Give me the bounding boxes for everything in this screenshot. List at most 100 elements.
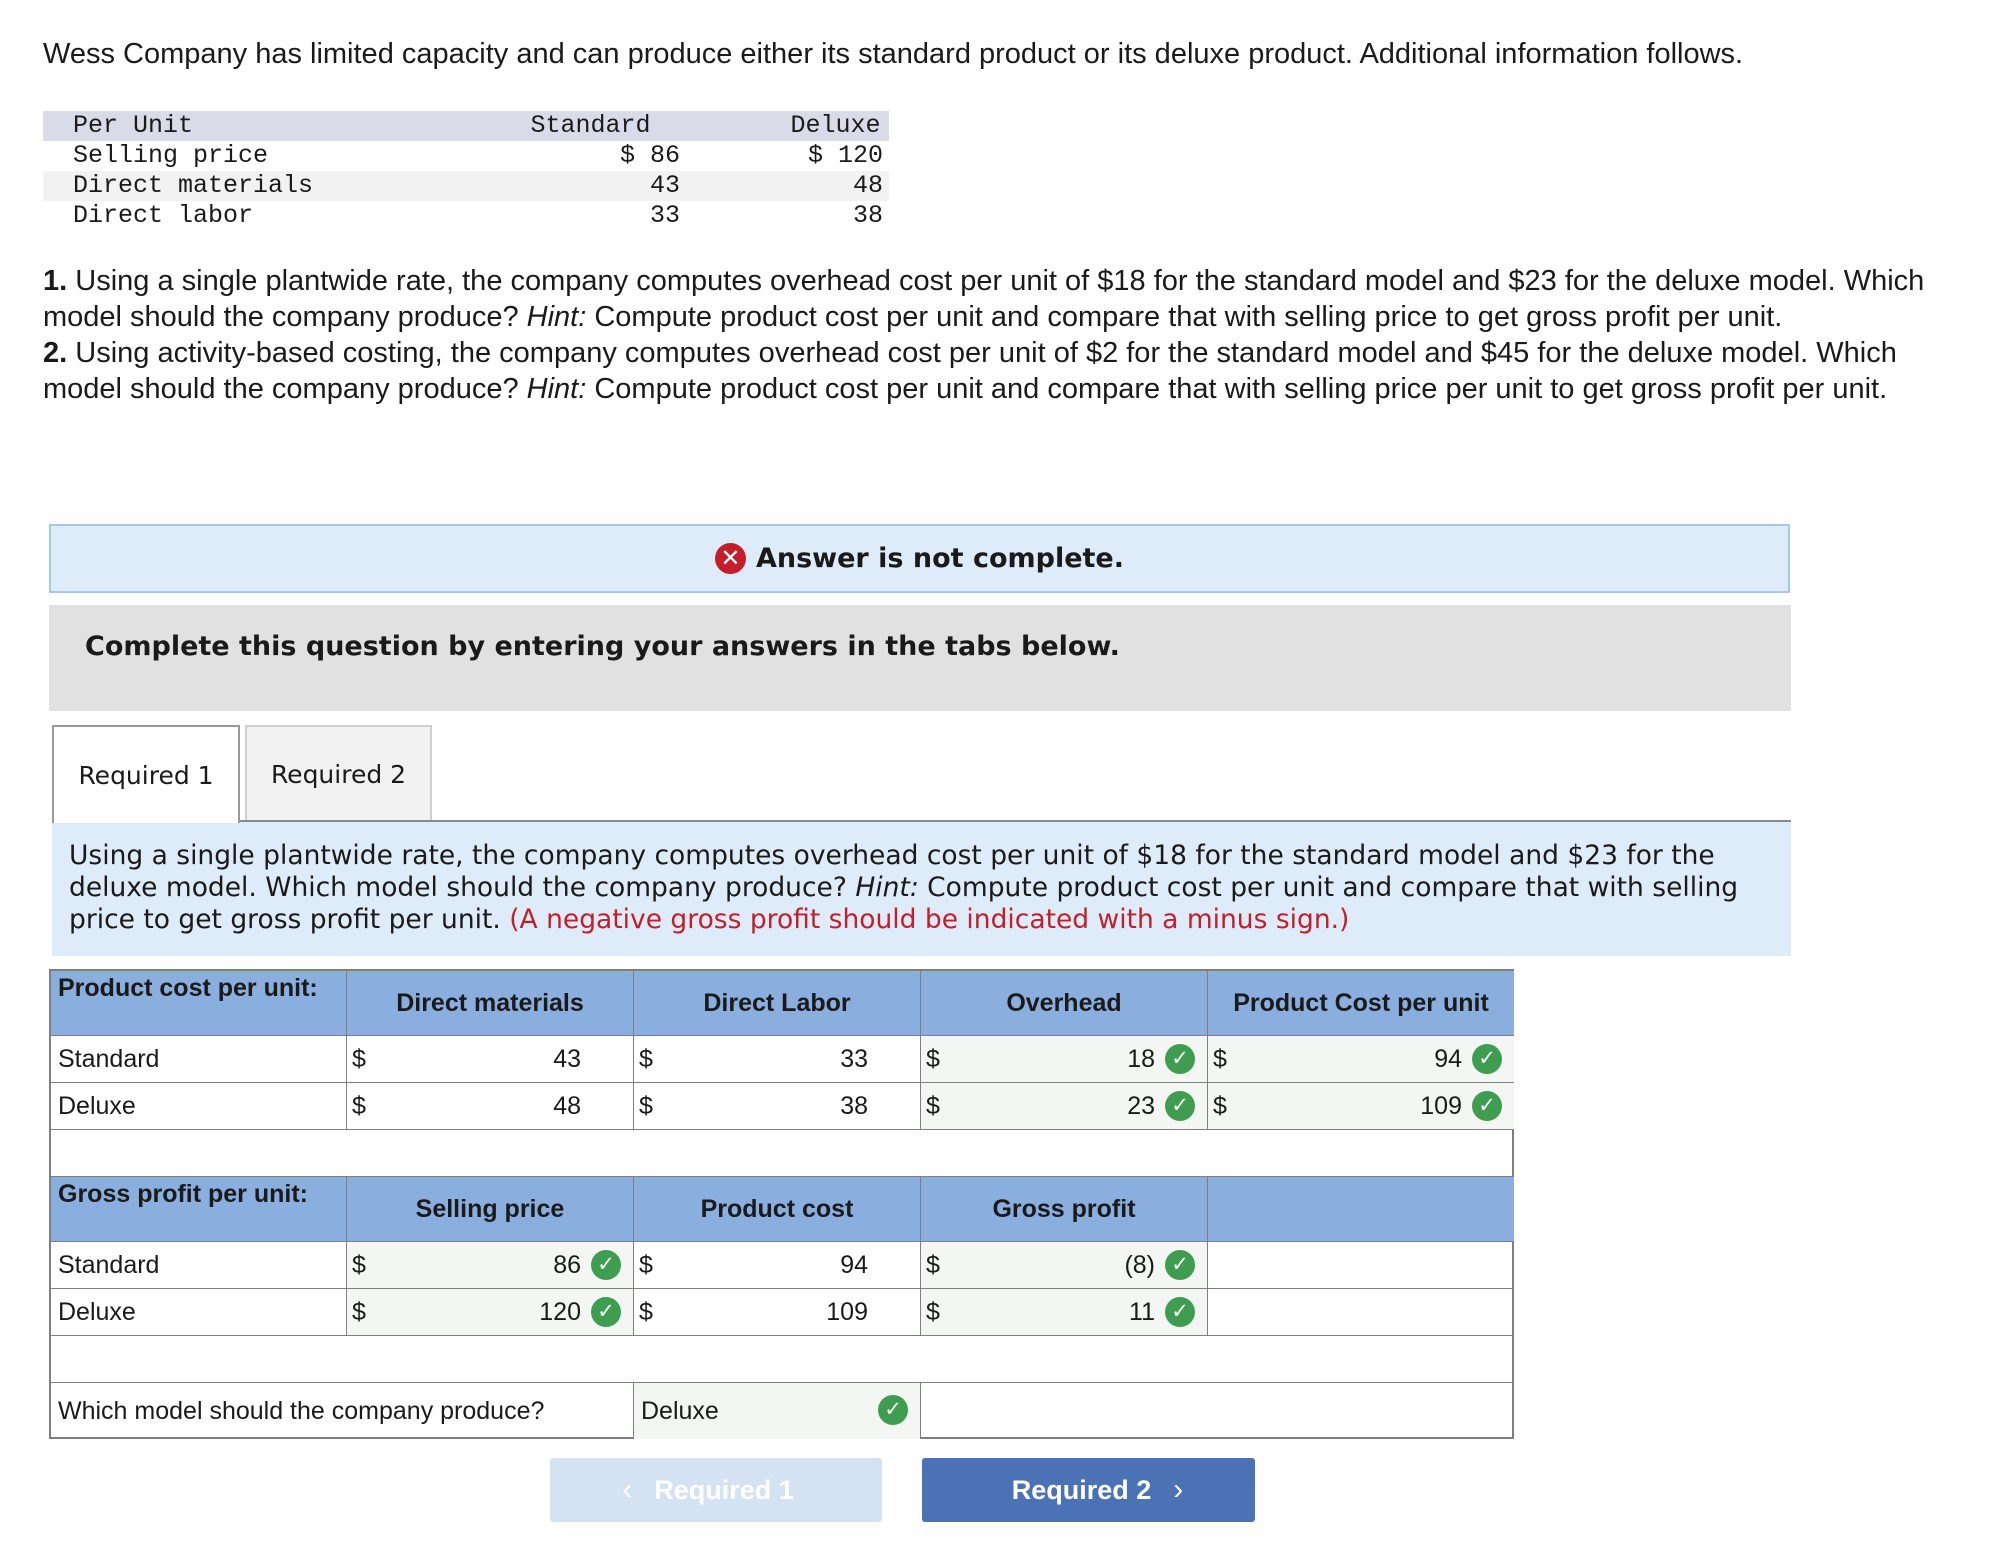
worksheet-table: Product cost per unit: Direct materials … [49, 969, 1514, 1439]
dollar-sign: $ [639, 1092, 653, 1120]
header-direct-labor: Direct Labor [634, 971, 921, 1036]
intro-text: Wess Company has limited capacity and ca… [43, 38, 1744, 70]
dollar-sign: $ [639, 1251, 653, 1279]
dollar-sign: $ [352, 1298, 366, 1326]
sp-standard-input[interactable]: 86 [553, 1251, 581, 1279]
dm-standard-input[interactable]: 43 [553, 1045, 581, 1073]
info-table: Per Unit Standard Deluxe Selling price $… [43, 111, 889, 231]
x-circle-icon: ✕ [714, 543, 746, 574]
check-icon: ✓ [1165, 1091, 1195, 1121]
pc-standard-cell: $ 94 ✓ [1208, 1036, 1514, 1083]
gp-deluxe-input[interactable]: 11 [1129, 1298, 1155, 1326]
info-deluxe-value: 38 [852, 201, 883, 230]
next-required-button[interactable]: Required 2 › [922, 1458, 1255, 1522]
row-label-deluxe: Deluxe [51, 1083, 347, 1130]
dollar-sign: $ [926, 1045, 940, 1073]
header-overhead: Overhead [921, 971, 1208, 1036]
info-header-deluxe: Deluxe [790, 111, 881, 140]
tab-required-2[interactable]: Required 2 [245, 725, 432, 821]
prompt-note: (A negative gross profit should be indic… [509, 904, 1350, 935]
info-standard-value: $ 86 [619, 141, 680, 170]
pcost-standard-cell: $ 94 [634, 1242, 921, 1289]
info-row: Direct labor 33 38 [43, 201, 889, 231]
prompt-box: Using a single plantwide rate, the compa… [52, 822, 1791, 956]
gp-deluxe-cell: $ 11 ✓ [921, 1289, 1208, 1336]
answer-status-banner: ✕ Answer is not complete. [49, 524, 1790, 593]
check-icon: ✓ [1472, 1091, 1502, 1121]
header-selling-price: Selling price [347, 1177, 634, 1242]
prompt-body: Using a single plantwide rate, the compa… [69, 840, 1715, 903]
info-standard-value: 33 [649, 201, 680, 230]
dollar-sign: $ [926, 1298, 940, 1326]
question-1: 1. Using a single plantwide rate, the co… [43, 263, 1963, 335]
oh-deluxe-input[interactable]: 23 [1127, 1092, 1155, 1120]
info-header-per-unit: Per Unit [73, 111, 194, 140]
info-deluxe-value: 48 [852, 171, 883, 200]
info-label: Selling price [73, 141, 269, 170]
spacer-row [51, 1130, 1514, 1177]
questions: 1. Using a single plantwide rate, the co… [43, 263, 1963, 407]
profit-table-title: Gross profit per unit: [51, 1177, 347, 1242]
dm-deluxe-cell: $ 48 [347, 1083, 634, 1130]
pc-deluxe-cell: $ 109 ✓ [1208, 1083, 1514, 1130]
tab-required-1[interactable]: Required 1 [52, 725, 240, 823]
decision-answer-cell: Deluxe ✓ [634, 1383, 921, 1439]
sp-deluxe-input[interactable]: 120 [539, 1298, 581, 1326]
prev-button-label: Required 1 [654, 1474, 794, 1505]
oh-standard-cell: $ 18 ✓ [921, 1036, 1208, 1083]
gp-standard-input[interactable]: (8) [1124, 1251, 1155, 1279]
info-label: Direct labor [73, 201, 254, 230]
dollar-sign: $ [926, 1092, 940, 1120]
dl-deluxe-input[interactable]: 38 [840, 1092, 868, 1120]
pc-deluxe-input[interactable]: 109 [1420, 1092, 1462, 1120]
dollar-sign: $ [639, 1045, 653, 1073]
pcost-standard-input[interactable]: 94 [840, 1251, 868, 1279]
question-number: 1. [43, 265, 68, 297]
empty-cell [921, 1383, 1514, 1439]
answer-status-text: Answer is not complete. [755, 543, 1125, 574]
header-gross-profit: Gross profit [921, 1177, 1208, 1242]
dollar-sign: $ [1213, 1092, 1227, 1120]
check-icon: ✓ [591, 1250, 621, 1280]
pcost-deluxe-input[interactable]: 109 [826, 1298, 868, 1326]
decision-question: Which model should the company produce? [51, 1383, 634, 1439]
prev-required-button[interactable]: ‹ Required 1 [550, 1458, 882, 1522]
info-row: Direct materials 43 48 [43, 171, 889, 201]
decision-answer-select[interactable]: Deluxe [641, 1397, 719, 1425]
next-button-label: Required 2 [1011, 1474, 1152, 1505]
row-label-standard: Standard [51, 1036, 347, 1083]
pc-standard-input[interactable]: 94 [1434, 1045, 1462, 1073]
check-icon: ✓ [1165, 1297, 1195, 1327]
gp-standard-cell: $ (8) ✓ [921, 1242, 1208, 1289]
prompt-body: Compute product cost per unit and compar… [69, 872, 1739, 935]
question-text: Using activity-based costing, the compan… [43, 337, 1897, 405]
chevron-right-icon: › [1173, 1473, 1184, 1506]
check-icon: ✓ [591, 1297, 621, 1327]
hint-label: Hint: [526, 301, 587, 333]
info-deluxe-value: $ 120 [807, 141, 883, 170]
dl-standard-input[interactable]: 33 [840, 1045, 868, 1073]
header-product-cost-per-unit: Product Cost per unit [1208, 971, 1514, 1036]
chevron-left-icon: ‹ [622, 1473, 633, 1506]
prompt-text: Using a single plantwide rate, the compa… [69, 840, 1769, 936]
empty-cell [1208, 1289, 1514, 1336]
dollar-sign: $ [352, 1092, 366, 1120]
dollar-sign: $ [352, 1045, 366, 1073]
empty-cell [1208, 1242, 1514, 1289]
dm-deluxe-input[interactable]: 48 [553, 1092, 581, 1120]
oh-standard-input[interactable]: 18 [1127, 1045, 1155, 1073]
question-text: Compute product cost per unit and compar… [586, 373, 1888, 405]
dl-standard-cell: $ 33 [634, 1036, 921, 1083]
pcost-deluxe-cell: $ 109 [634, 1289, 921, 1336]
dollar-sign: $ [926, 1251, 940, 1279]
dollar-sign: $ [1213, 1045, 1227, 1073]
check-icon: ✓ [878, 1395, 908, 1425]
header-product-cost: Product cost [634, 1177, 921, 1242]
header-direct-materials: Direct materials [347, 971, 634, 1036]
dl-deluxe-cell: $ 38 [634, 1083, 921, 1130]
sp-standard-cell: $ 86 ✓ [347, 1242, 634, 1289]
check-icon: ✓ [1472, 1044, 1502, 1074]
row-label-deluxe: Deluxe [51, 1289, 347, 1336]
tab-divider [52, 820, 1791, 822]
hint-label: Hint: [526, 373, 587, 405]
